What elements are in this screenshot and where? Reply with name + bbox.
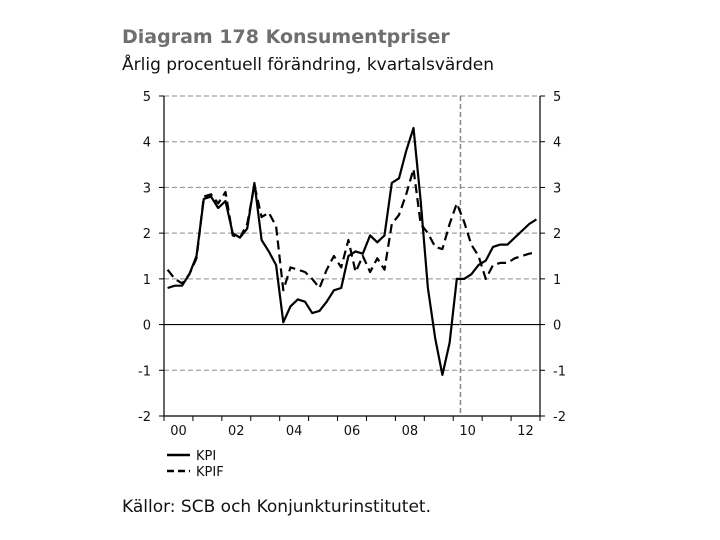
series-lines bbox=[166, 126, 537, 376]
y-tick-label-left: 2 bbox=[143, 227, 151, 242]
y-tick-label-left: -2 bbox=[138, 410, 151, 425]
y-tick-label-left: 1 bbox=[143, 273, 151, 288]
y-tick-label-right: -1 bbox=[553, 364, 566, 379]
axes bbox=[159, 95, 545, 421]
legend-label-kpif: KPIF bbox=[196, 465, 224, 480]
gridlines bbox=[164, 95, 540, 416]
tick-labels: -2 -2-1 -10 01 12 23 34 45 500 02 04 06 08 10 12 bbox=[138, 90, 566, 439]
chart-title: Diagram 178 Konsumentpriser bbox=[122, 26, 450, 48]
source-note: Källor: SCB och Konjunkturinstitutet. bbox=[122, 497, 431, 517]
x-tick-label: 04 bbox=[286, 424, 303, 439]
y-tick-label-right: 4 bbox=[553, 136, 561, 151]
y-tick-label-left: 0 bbox=[143, 319, 151, 334]
y-tick-label-right: 2 bbox=[553, 227, 561, 242]
x-tick-label: 02 bbox=[228, 424, 245, 439]
y-tick-label-right: 0 bbox=[553, 319, 561, 334]
y-tick-label-left: 4 bbox=[143, 136, 151, 151]
chart-subtitle: Årlig procentuell förändring, kvartalsvä… bbox=[122, 55, 495, 75]
y-tick-label-right: 5 bbox=[553, 90, 561, 105]
x-tick-label: 08 bbox=[402, 424, 419, 439]
y-tick-label-left: -1 bbox=[138, 364, 151, 379]
y-tick-label-right: -2 bbox=[553, 410, 566, 425]
x-tick-label: 10 bbox=[459, 424, 476, 439]
legend-label-kpi: KPI bbox=[196, 449, 216, 464]
x-tick-label: 00 bbox=[170, 424, 187, 439]
y-tick-label-left: 5 bbox=[143, 90, 151, 105]
y-tick-label-left: 3 bbox=[143, 181, 151, 196]
x-tick-label: 06 bbox=[344, 424, 361, 439]
x-tick-label: 12 bbox=[517, 424, 534, 439]
series-line-kpif bbox=[166, 168, 537, 292]
y-tick-label-right: 3 bbox=[553, 181, 561, 196]
y-tick-label-right: 1 bbox=[553, 273, 561, 288]
